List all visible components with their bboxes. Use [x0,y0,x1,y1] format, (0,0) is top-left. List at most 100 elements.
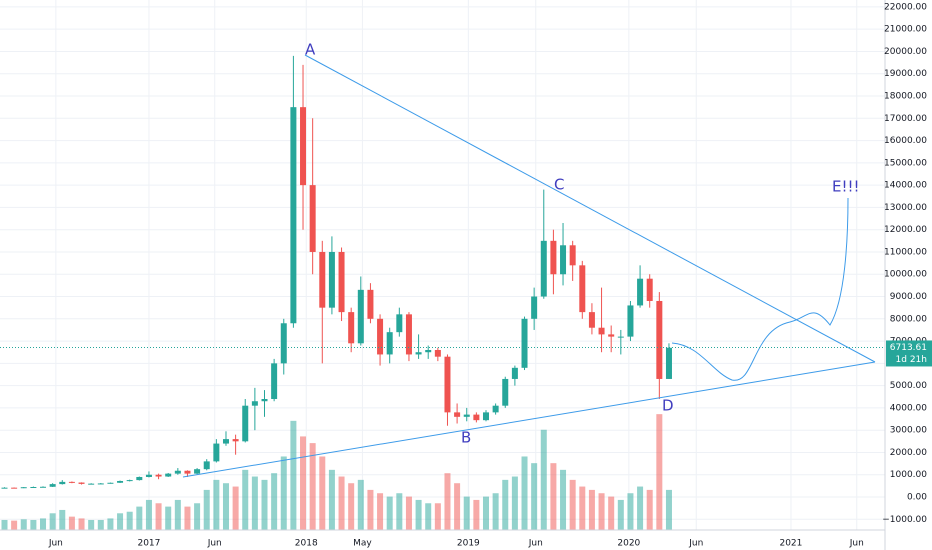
candle-body [338,251,345,313]
volume-bar [463,496,470,530]
x-tick-label: 2017 [137,539,160,549]
volume-bar [203,489,210,530]
y-tick-label: 10000.00 [884,270,927,280]
volume-bar [338,476,345,530]
candle-body [569,245,576,266]
volume-bar [242,469,249,530]
y-tick-label: 5000.00 [890,381,927,391]
candle-body [367,289,374,319]
volume-bar [386,496,393,530]
volume-bar [367,489,374,530]
candle-body [540,240,547,297]
x-tick-label: May [353,539,372,549]
candle-body [434,349,441,357]
trend-line [304,54,876,363]
candle-body [49,484,56,487]
candle-body [68,481,75,483]
x-tick-label: 2019 [457,539,480,549]
volume-bar [20,519,27,530]
candle-body [473,414,480,421]
volume-bar [165,506,172,530]
candle-body [531,296,538,319]
volume-bar [377,493,384,530]
volume-bar [637,486,644,530]
annotation: A [305,41,316,59]
candle-body [588,312,595,328]
countdown-label: 1d 21h [896,355,927,365]
volume-bar [627,493,634,530]
volume-bar [492,493,499,530]
volume-layer [1,414,672,530]
candle-body [117,480,124,483]
volume-bar [598,493,605,530]
candle-body [454,412,461,417]
volume-bar [145,499,152,530]
candle-body [319,251,326,308]
candle-body [165,473,172,477]
volume-bar [521,456,528,530]
volume-bar [656,414,663,530]
volume-bar [540,429,547,530]
volume-bar [550,463,557,530]
y-tick-label: 2000.00 [890,448,927,458]
candle-body [521,318,528,368]
candle-body [88,483,95,485]
candle-body [396,314,403,333]
projection-curve [671,197,849,381]
volume-bar [117,513,124,530]
candle-body [1,487,8,489]
volume-bar [348,483,355,530]
candle-body [415,352,422,355]
x-tick-label: Jun [849,539,864,549]
candle-body [251,401,258,406]
volume-bar [405,496,412,530]
last-price-box [886,340,932,367]
trend-line [182,361,876,478]
annotation: C [554,176,564,194]
candle-body [386,332,393,355]
candle-body [40,486,47,488]
y-tick-label: 1000.00 [890,470,927,480]
volume-bar [473,499,480,530]
y-tick-label: 8000.00 [890,314,927,324]
volume-bar [222,483,229,530]
candle-body [492,405,499,413]
candle-body [482,412,489,421]
candle-body [30,487,37,489]
y-tick-label: 16000.00 [884,136,927,146]
volume-bar [194,503,201,530]
candle-body [656,300,663,379]
volume-bar [425,503,432,530]
candle-body [232,439,239,442]
candle-layer [1,55,672,489]
candle-body [627,305,634,337]
volume-bar [213,479,220,530]
candle-body [579,265,586,313]
volume-bar [319,456,326,530]
x-tick-label: Jun [688,539,703,549]
volume-bar [49,513,56,530]
volume-bar [136,506,143,530]
candle-body [405,314,412,355]
volume-bar [271,473,278,530]
volume-bar [560,469,567,530]
y-tick-label: 12000.00 [884,225,927,235]
candle-body [550,240,557,275]
candle-body [194,469,201,474]
x-tick-label: Jun [48,539,63,549]
x-tick-label: Jun [528,539,543,549]
y-tick-label: 4000.00 [890,403,927,413]
candle-body [203,461,210,470]
volume-bar [280,456,287,530]
volume-bar [251,476,258,530]
candle-body [136,476,143,481]
candle-body [560,245,567,275]
candle-body [271,363,278,400]
candle-body [290,107,297,324]
y-tick-label: 20000.00 [884,47,927,57]
volume-bar [502,479,509,530]
y-tick-label: 14000.00 [884,181,927,191]
candle-body [377,318,384,355]
candle-body [222,439,229,444]
